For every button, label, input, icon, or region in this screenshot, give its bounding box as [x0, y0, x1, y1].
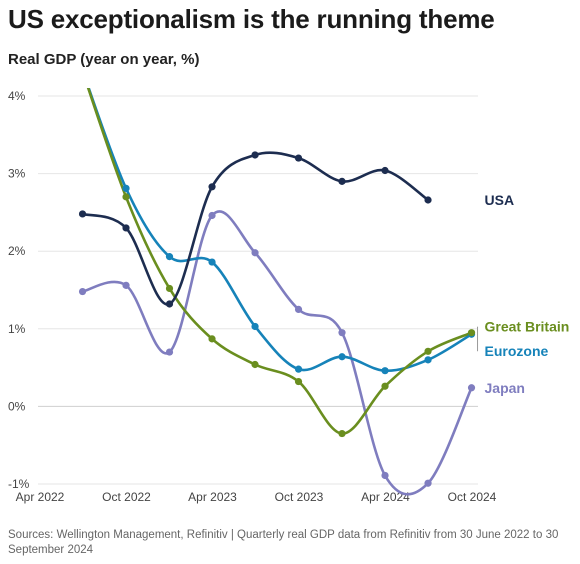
data-point-japan: [78, 287, 87, 296]
data-point-eurozone: [165, 253, 174, 261]
chart-footer: Sources: Wellington Management, Refiniti…: [8, 529, 559, 556]
y-tick-label: 2%: [8, 244, 26, 258]
data-point-great-britain: [122, 193, 130, 201]
y-tick-label: 1%: [8, 322, 26, 336]
series-label-usa: USA: [485, 192, 515, 208]
data-point-great-britain: [338, 429, 346, 438]
data-point-japan: [251, 249, 259, 257]
y-tick-label: 3%: [8, 167, 26, 181]
series-label-great-britain: Great Britain: [485, 319, 570, 335]
data-point-japan: [424, 479, 432, 487]
data-point-great-britain: [424, 347, 432, 355]
data-point-japan: [208, 211, 216, 220]
data-point-eurozone: [381, 367, 389, 375]
series-label-eurozone: Eurozone: [485, 343, 549, 359]
data-point-eurozone: [338, 353, 346, 361]
data-point-japan: [165, 348, 174, 356]
series-line-eurozone: [87, 88, 473, 373]
data-point-usa: [381, 166, 389, 175]
data-point-japan: [467, 384, 476, 392]
x-tick-label: Oct 2024: [448, 490, 497, 504]
data-point-usa: [122, 224, 130, 232]
series-lines: [81, 88, 473, 496]
data-point-eurozone: [208, 258, 216, 266]
data-point-usa: [294, 154, 303, 162]
data-point-usa: [251, 151, 259, 159]
x-tick-label: Apr 2023: [188, 490, 237, 504]
data-point-japan: [381, 471, 389, 480]
data-point-great-britain: [467, 329, 476, 337]
data-point-usa: [165, 300, 174, 308]
data-point-eurozone: [122, 184, 130, 192]
data-point-great-britain: [251, 360, 259, 369]
data-point-usa: [78, 210, 87, 218]
data-point-japan: [294, 305, 303, 313]
series-line-japan: [81, 210, 473, 496]
data-point-japan: [122, 281, 130, 289]
data-point-eurozone: [251, 322, 259, 331]
x-tick-label: Oct 2023: [275, 490, 324, 504]
data-point-eurozone: [294, 365, 303, 373]
y-tick-label: -1%: [8, 477, 30, 491]
series-label-japan: Japan: [485, 380, 525, 396]
data-point-usa: [338, 177, 346, 185]
x-tick-label: Apr 2022: [16, 490, 65, 504]
data-point-usa: [208, 183, 216, 191]
data-point-japan: [338, 329, 346, 337]
y-tick-label: 4%: [8, 89, 26, 103]
x-tick-label: Oct 2022: [102, 490, 151, 504]
y-tick-label: 0%: [8, 399, 26, 413]
data-point-usa: [424, 196, 432, 204]
series-line-usa: [81, 151, 430, 306]
line-chart: -1% 0% 1% 2% 3% 4% Apr 2022 Oct 2022 Apr 2023 Oct…: [8, 88, 570, 504]
data-point-great-britain: [208, 335, 216, 343]
data-point-great-britain: [381, 382, 389, 390]
data-point-great-britain: [294, 377, 303, 386]
chart-subtitle: Real GDP (year on year, %): [8, 51, 200, 68]
data-point-great-britain: [165, 284, 174, 293]
chart-title: US exceptionalism is the running theme: [8, 4, 495, 34]
x-tick-label: Apr 2024: [361, 490, 410, 504]
data-point-eurozone: [424, 356, 432, 364]
